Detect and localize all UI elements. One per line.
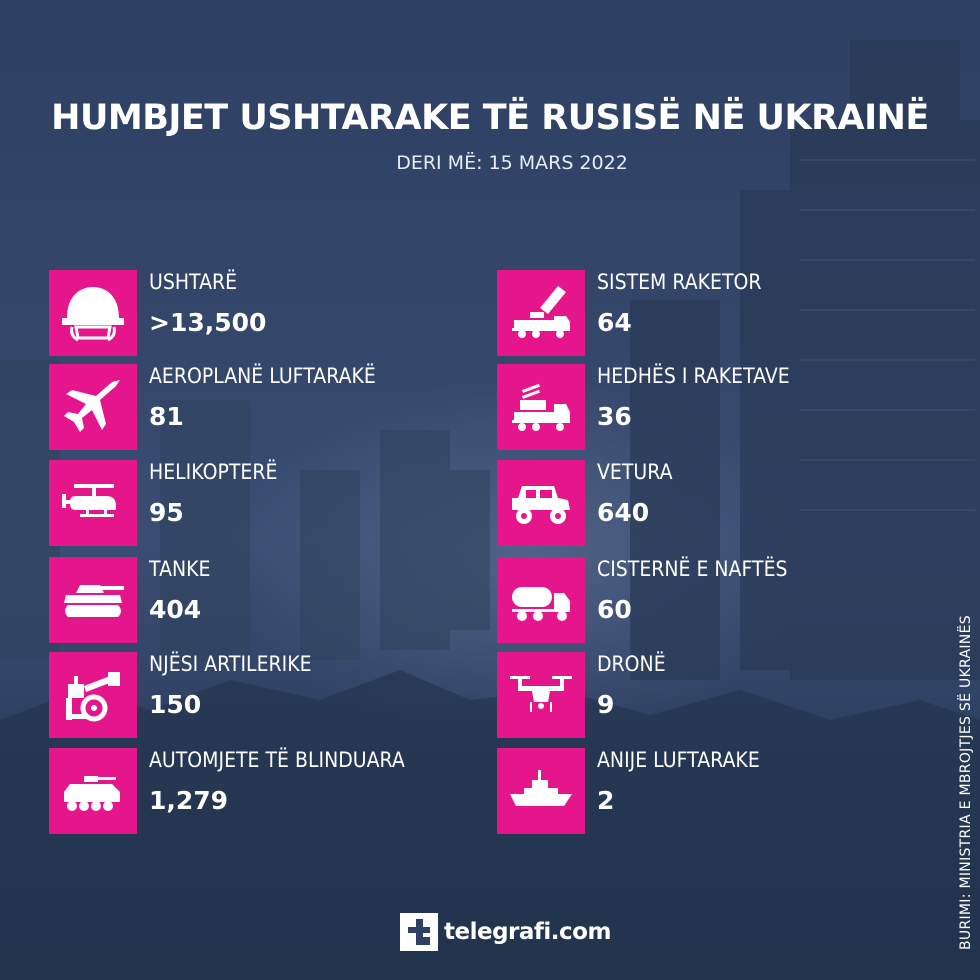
date-subtitle: DERI MË: 15 MARS 2022: [396, 152, 628, 174]
stat-value: 150: [149, 690, 202, 719]
fighter-jet-icon: [49, 364, 137, 450]
stat-vehicles: VETURA 640: [497, 460, 917, 546]
stat-soldiers: USHTARË >13,500: [49, 270, 469, 356]
stat-value: 404: [149, 595, 202, 624]
vehicle-icon: [497, 460, 585, 546]
fuel-tanker-icon: [497, 557, 585, 643]
stat-value: 1,279: [149, 786, 229, 815]
stat-value: 60: [597, 595, 632, 624]
stat-label: DRONË: [597, 652, 666, 676]
stat-label: USHTARË: [149, 270, 238, 294]
helmet-icon: [49, 270, 137, 356]
stat-label: TANKE: [149, 557, 211, 581]
stat-label: VETURA: [597, 460, 673, 484]
stat-warships: ANIJE LUFTARAKE 2: [497, 748, 917, 834]
stat-label: CISTERNË E NAFTËS: [597, 557, 788, 581]
stat-value: 2: [597, 786, 615, 815]
source-credit: BURIMI: MINISTRIA E MBROJTJES SË UKRAINË…: [958, 615, 974, 950]
stat-value: 9: [597, 690, 615, 719]
warship-icon: [497, 748, 585, 834]
stat-value: >13,500: [149, 308, 267, 337]
stat-tanks: TANKE 404: [49, 557, 469, 643]
missile-truck-icon: [497, 364, 585, 450]
stat-helicopters: HELIKOPTERË 95: [49, 460, 469, 546]
stat-value: 64: [597, 308, 632, 337]
stat-fuel-tankers: CISTERNË E NAFTËS 60: [497, 557, 917, 643]
stat-label: AEROPLANË LUFTARAKË: [149, 364, 376, 388]
armored-vehicle-icon: [49, 748, 137, 834]
stat-drones: DRONË 9: [497, 652, 917, 738]
brand-name: telegrafi.com: [444, 919, 611, 945]
stat-label: AUTOMJETE TË BLINDUARA: [149, 748, 405, 772]
stat-armored-vehicles: AUTOMJETE TË BLINDUARA 1,279: [49, 748, 469, 834]
brand-logo: telegrafi.com: [400, 912, 611, 952]
stat-artillery: NJËSI ARTILERIKE 150: [49, 652, 469, 738]
drone-icon: [497, 652, 585, 738]
stat-rocket-systems: SISTEM RAKETOR 64: [497, 270, 917, 356]
stat-value: 36: [597, 402, 632, 431]
tank-icon: [49, 557, 137, 643]
stat-label: HEDHËS I RAKETAVE: [597, 364, 790, 388]
rocket-launcher-icon: [497, 270, 585, 356]
stat-missile-launchers: HEDHËS I RAKETAVE 36: [497, 364, 917, 450]
stat-label: HELIKOPTERË: [149, 460, 278, 484]
stat-fighter-jets: AEROPLANË LUFTARAKË 81: [49, 364, 469, 450]
page-title: HUMBJET USHTARAKE TË RUSISË NË UKRAINË: [51, 98, 929, 138]
helicopter-icon: [49, 460, 137, 546]
stat-label: ANIJE LUFTARAKE: [597, 748, 760, 772]
stat-value: 640: [597, 498, 650, 527]
stat-label: NJËSI ARTILERIKE: [149, 652, 312, 676]
stat-label: SISTEM RAKETOR: [597, 270, 762, 294]
artillery-icon: [49, 652, 137, 738]
stat-value: 95: [149, 498, 184, 527]
stat-value: 81: [149, 402, 184, 431]
telegrafi-logo-icon: [400, 913, 438, 951]
